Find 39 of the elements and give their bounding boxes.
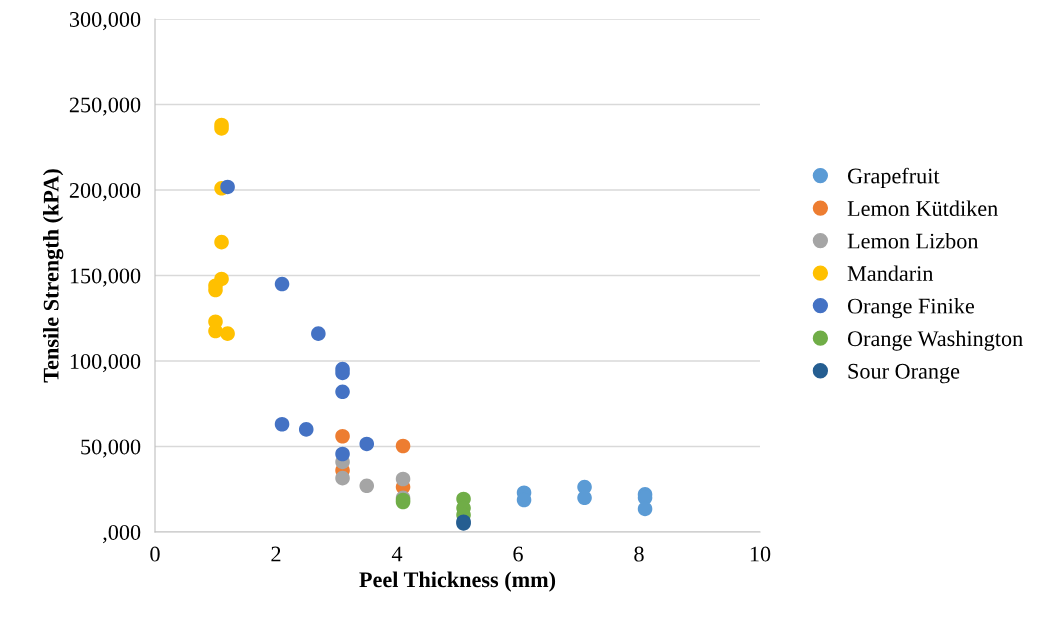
point xyxy=(577,490,592,506)
x-tick-label: 10 xyxy=(750,546,771,562)
legend-label: Lemon Kütdiken xyxy=(847,200,998,217)
y-tick-label: 100,000 xyxy=(70,353,141,373)
y-tick-label: 250,000 xyxy=(69,97,141,116)
y-tick-label: 200,000 xyxy=(69,182,141,202)
point xyxy=(359,478,375,494)
y-tick-label: 300,000 xyxy=(69,11,141,31)
x-tick-label: 0 xyxy=(150,546,160,562)
point xyxy=(335,384,350,400)
y-tick-label: 150,000 xyxy=(70,268,141,287)
x-tick-label: 4 xyxy=(391,546,403,562)
legend-label: Mandarin xyxy=(847,265,934,282)
point xyxy=(335,446,350,462)
point xyxy=(274,276,290,292)
point xyxy=(395,471,411,487)
point xyxy=(359,436,375,452)
point xyxy=(220,326,235,341)
point xyxy=(220,179,235,195)
legend-label: Grapefruit xyxy=(847,167,940,189)
x-axis-title: Peel Thickness (mm) xyxy=(359,571,556,592)
x-tick-label: 8 xyxy=(634,546,644,562)
x-tick-label: 6 xyxy=(513,546,523,562)
point xyxy=(311,326,326,341)
legend-label: Orange Finike xyxy=(847,297,975,319)
point xyxy=(637,501,653,517)
point xyxy=(395,438,411,454)
y-axis-title: Tensile Strength (kPA) xyxy=(43,169,64,383)
point xyxy=(214,234,229,250)
point xyxy=(274,416,290,432)
y-tick-label: 50,000 xyxy=(81,439,141,458)
point xyxy=(335,470,350,486)
legend-label: Lemon Lizbon xyxy=(847,232,979,249)
x-tick-label: 2 xyxy=(271,546,281,562)
point xyxy=(298,422,314,437)
legend-label: Sour Orange xyxy=(848,363,960,384)
y-tick-label: ,000 xyxy=(103,524,141,544)
legend-label: Orange Washington xyxy=(847,330,1023,351)
point xyxy=(335,428,350,444)
